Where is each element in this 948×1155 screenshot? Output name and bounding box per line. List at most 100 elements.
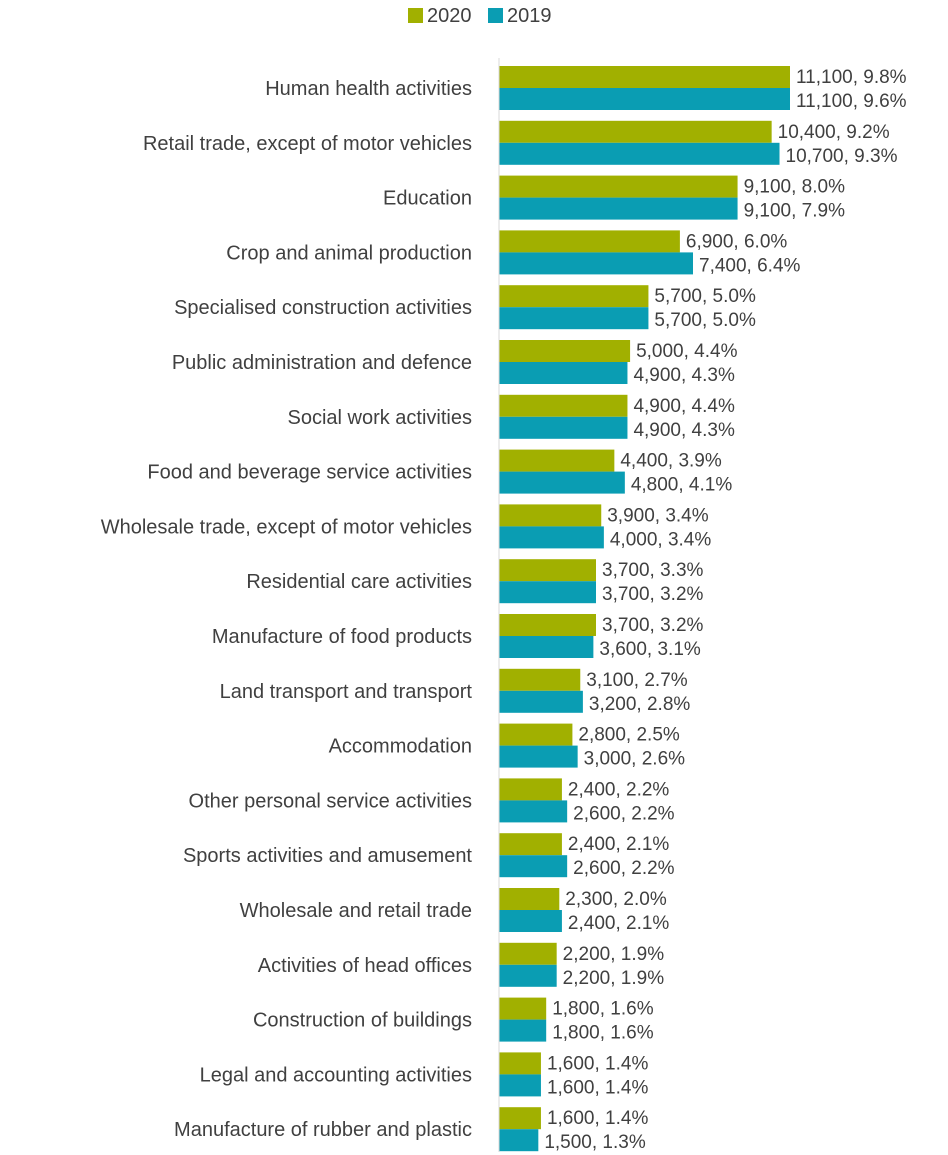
bar-2019-sports-activities-and-amusement xyxy=(499,855,568,878)
bar-2019-land-transport-and-transport xyxy=(499,690,583,713)
data-label-2020-sports-activities-and-amusement: 2,400, 2.1% xyxy=(568,834,670,855)
category-label-wholesale-trade-except-of-motor-vehicles: Wholesale trade, except of motor vehicle… xyxy=(101,516,472,538)
data-label-2020-other-personal-service-activities: 2,400, 2.2% xyxy=(568,779,670,800)
bar-2020-land-transport-and-transport xyxy=(499,668,581,691)
bar-2020-construction-of-buildings xyxy=(499,997,547,1020)
bar-2019-education xyxy=(499,197,738,220)
data-label-2020-residential-care-activities: 3,700, 3.3% xyxy=(602,560,704,581)
category-label-legal-and-accounting-activities: Legal and accounting activities xyxy=(200,1064,472,1086)
data-label-2019-residential-care-activities: 3,700, 3.2% xyxy=(602,584,704,605)
bar-2019-crop-and-animal-production xyxy=(499,252,693,275)
data-label-2019-human-health-activities: 11,100, 9.6% xyxy=(796,91,907,112)
value-labels: 11,100, 9.8% 11,100, 9.6% 10,400, 9.2% 10,7… xyxy=(544,67,906,1153)
data-label-2020-food-and-beverage-service-activities: 4,400, 3.9% xyxy=(620,451,722,472)
data-label-2020-human-health-activities: 11,100, 9.8% xyxy=(796,67,907,88)
data-label-2020-construction-of-buildings: 1,800, 1.6% xyxy=(552,999,654,1020)
bar-2020-wholesale-trade-except-of-motor-vehicles xyxy=(499,504,602,527)
bar-2020-public-administration-and-defence xyxy=(499,340,631,362)
data-label-2019-crop-and-animal-production: 7,400, 6.4% xyxy=(699,255,801,276)
bar-2020-human-health-activities xyxy=(499,66,790,88)
data-label-2019-accommodation: 3,000, 2.6% xyxy=(584,749,686,770)
bar-2019-food-and-beverage-service-activities xyxy=(499,471,625,494)
bar-2020-retail-trade-except-of-motor-vehicles xyxy=(499,120,772,143)
bar-2019-activities-of-head-offices xyxy=(499,964,557,987)
bar-2019-retail-trade-except-of-motor-vehicles xyxy=(499,142,780,165)
data-label-2019-education: 9,100, 7.9% xyxy=(744,201,846,222)
data-label-2019-public-administration-and-defence: 4,900, 4.3% xyxy=(633,365,735,386)
category-label-human-health-activities: Human health activities xyxy=(265,78,472,100)
data-label-2020-activities-of-head-offices: 2,200, 1.9% xyxy=(563,944,665,965)
bar-2019-specialised-construction-activities xyxy=(499,307,649,330)
data-label-2019-activities-of-head-offices: 2,200, 1.9% xyxy=(563,968,665,989)
bar-2019-wholesale-and-retail-trade xyxy=(499,910,562,932)
legend-label-2020: 2020 xyxy=(427,5,472,27)
bar-2019-other-personal-service-activities xyxy=(499,800,568,823)
data-label-2020-land-transport-and-transport: 3,100, 2.7% xyxy=(586,670,688,691)
bar-2020-accommodation xyxy=(499,723,573,746)
category-label-activities-of-head-offices: Activities of head offices xyxy=(258,955,472,977)
category-label-education: Education xyxy=(383,188,472,210)
data-label-2020-retail-trade-except-of-motor-vehicles: 10,400, 9.2% xyxy=(778,122,890,143)
legend-swatch-2019 xyxy=(488,8,503,23)
data-label-2019-social-work-activities: 4,900, 4.3% xyxy=(633,420,735,441)
data-label-2019-manufacture-of-food-products: 3,600, 3.1% xyxy=(599,639,701,660)
category-label-sports-activities-and-amusement: Sports activities and amusement xyxy=(183,845,472,867)
legend: 2020 2019 xyxy=(408,5,552,27)
bar-2019-human-health-activities xyxy=(499,88,790,110)
data-label-2019-manufacture-of-rubber-and-plastic: 1,500, 1.3% xyxy=(544,1132,646,1153)
bar-2019-social-work-activities xyxy=(499,416,628,439)
data-label-2019-legal-and-accounting-activities: 1,600, 1.4% xyxy=(547,1077,649,1098)
bar-2020-legal-and-accounting-activities xyxy=(499,1052,541,1075)
data-label-2019-wholesale-trade-except-of-motor-vehicles: 4,000, 3.4% xyxy=(610,529,712,550)
bar-2019-public-administration-and-defence xyxy=(499,362,628,384)
category-label-social-work-activities: Social work activities xyxy=(287,407,472,429)
bar-2019-residential-care-activities xyxy=(499,581,596,604)
data-label-2020-legal-and-accounting-activities: 1,600, 1.4% xyxy=(547,1053,649,1074)
category-label-construction-of-buildings: Construction of buildings xyxy=(253,1010,472,1032)
category-label-retail-trade-except-of-motor-vehicles: Retail trade, except of motor vehicles xyxy=(143,133,472,155)
data-label-2019-retail-trade-except-of-motor-vehicles: 10,700, 9.3% xyxy=(786,146,898,167)
data-label-2019-construction-of-buildings: 1,800, 1.6% xyxy=(552,1023,654,1044)
bar-2020-sports-activities-and-amusement xyxy=(499,833,562,856)
data-label-2020-accommodation: 2,800, 2.5% xyxy=(578,725,680,746)
data-label-2019-food-and-beverage-service-activities: 4,800, 4.1% xyxy=(631,475,733,496)
data-label-2020-manufacture-of-food-products: 3,700, 3.2% xyxy=(602,615,704,636)
data-label-2019-land-transport-and-transport: 3,200, 2.8% xyxy=(589,694,691,715)
data-label-2020-wholesale-and-retail-trade: 2,300, 2.0% xyxy=(565,889,667,910)
category-labels: Human health activities Retail trade, exc… xyxy=(101,78,473,1141)
legend-swatch-2020 xyxy=(408,8,423,23)
data-label-2019-wholesale-and-retail-trade: 2,400, 2.1% xyxy=(568,913,670,934)
category-label-manufacture-of-food-products: Manufacture of food products xyxy=(212,626,472,648)
bar-2020-crop-and-animal-production xyxy=(499,230,680,253)
bar-2020-specialised-construction-activities xyxy=(499,285,649,308)
data-label-2020-wholesale-trade-except-of-motor-vehicles: 3,900, 3.4% xyxy=(607,505,709,526)
data-label-2020-manufacture-of-rubber-and-plastic: 1,600, 1.4% xyxy=(547,1108,649,1129)
bar-2019-legal-and-accounting-activities xyxy=(499,1074,541,1097)
data-label-2019-sports-activities-and-amusement: 2,600, 2.2% xyxy=(573,858,675,879)
data-label-2020-crop-and-animal-production: 6,900, 6.0% xyxy=(686,231,788,252)
data-label-2020-social-work-activities: 4,900, 4.4% xyxy=(633,396,735,417)
bar-2019-construction-of-buildings xyxy=(499,1019,547,1042)
bar-2019-wholesale-trade-except-of-motor-vehicles xyxy=(499,526,604,549)
data-label-2019-other-personal-service-activities: 2,600, 2.2% xyxy=(573,803,675,824)
bar-2020-manufacture-of-rubber-and-plastic xyxy=(499,1107,541,1130)
bar-2020-food-and-beverage-service-activities xyxy=(499,449,615,472)
bar-2019-accommodation xyxy=(499,745,578,768)
bars xyxy=(499,66,790,1152)
bar-2020-other-personal-service-activities xyxy=(499,778,562,801)
category-label-public-administration-and-defence: Public administration and defence xyxy=(172,352,472,374)
category-label-land-transport-and-transport: Land transport and transport xyxy=(220,681,473,703)
bar-2020-residential-care-activities xyxy=(499,559,596,582)
category-label-residential-care-activities: Residential care activities xyxy=(246,571,472,593)
category-label-food-and-beverage-service-activities: Food and beverage service activities xyxy=(147,462,472,484)
data-label-2020-public-administration-and-defence: 5,000, 4.4% xyxy=(636,341,738,362)
category-label-manufacture-of-rubber-and-plastic: Manufacture of rubber and plastic xyxy=(174,1119,472,1141)
category-label-accommodation: Accommodation xyxy=(329,736,472,758)
data-label-2020-education: 9,100, 8.0% xyxy=(744,177,846,198)
category-label-other-personal-service-activities: Other personal service activities xyxy=(189,790,472,812)
bar-2020-activities-of-head-offices xyxy=(499,942,557,965)
bar-2019-manufacture-of-food-products xyxy=(499,636,594,658)
data-label-2019-specialised-construction-activities: 5,700, 5.0% xyxy=(654,310,756,331)
category-label-crop-and-animal-production: Crop and animal production xyxy=(226,242,472,264)
